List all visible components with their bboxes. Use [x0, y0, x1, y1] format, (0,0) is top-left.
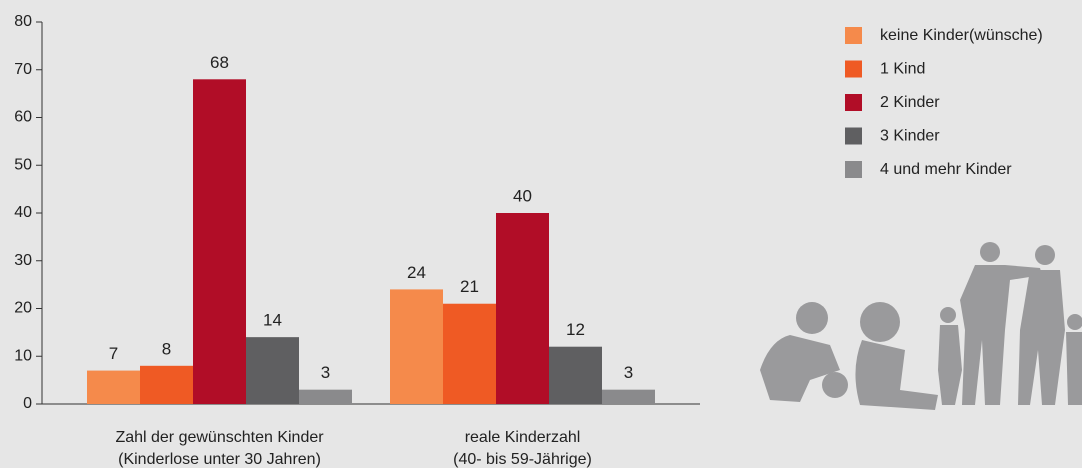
- value-label: 68: [210, 53, 229, 72]
- y-tick-label: 80: [14, 13, 32, 30]
- bar: [549, 347, 602, 404]
- value-label: 40: [513, 186, 532, 205]
- legend-swatch: [845, 27, 862, 44]
- legend-label: 4 und mehr Kinder: [880, 161, 1012, 178]
- bar: [87, 371, 140, 404]
- bar: [193, 79, 246, 404]
- legend-label: keine Kinder(wünsche): [880, 27, 1043, 44]
- legend-swatch: [845, 94, 862, 111]
- silhouettes: [760, 242, 1082, 410]
- value-label: 24: [407, 263, 426, 282]
- legend-swatch: [845, 61, 862, 78]
- bar: [246, 337, 299, 404]
- value-label: 7: [109, 344, 118, 363]
- y-tick-label: 60: [14, 109, 32, 126]
- y-tick-label: 30: [14, 252, 32, 269]
- bar: [299, 390, 352, 404]
- legend-label: 3 Kinder: [880, 128, 940, 145]
- value-label: 3: [321, 363, 330, 382]
- y-tick-label: 10: [14, 347, 32, 364]
- x-tick-label: Zahl der gewünschten Kinder: [115, 429, 324, 446]
- value-label: 3: [624, 363, 633, 382]
- value-label: 21: [460, 277, 479, 296]
- y-tick-label: 70: [14, 61, 32, 78]
- value-label: 12: [566, 320, 585, 339]
- y-tick-label: 20: [14, 300, 32, 317]
- x-tick-label: (Kinderlose unter 30 Jahren): [118, 451, 321, 468]
- x-tick-label: reale Kinderzahl: [465, 429, 581, 446]
- y-tick-label: 50: [14, 156, 32, 173]
- x-tick-label: (40- bis 59-Jährige): [453, 451, 592, 468]
- y-tick-label: 0: [23, 395, 32, 412]
- legend-label: 2 Kinder: [880, 94, 940, 111]
- bar: [496, 213, 549, 404]
- bar: [390, 289, 443, 404]
- value-label: 8: [162, 339, 171, 358]
- bar: [140, 366, 193, 404]
- bar: [602, 390, 655, 404]
- legend-swatch: [845, 128, 862, 145]
- legend-label: 1 Kind: [880, 61, 925, 78]
- y-tick-label: 40: [14, 204, 32, 221]
- bar: [443, 304, 496, 404]
- legend-swatch: [845, 161, 862, 178]
- chart: 0 10 20 30 40 50 60 70 80 Zahl der gewünschten Ki…: [0, 0, 1082, 468]
- value-label: 14: [263, 311, 282, 330]
